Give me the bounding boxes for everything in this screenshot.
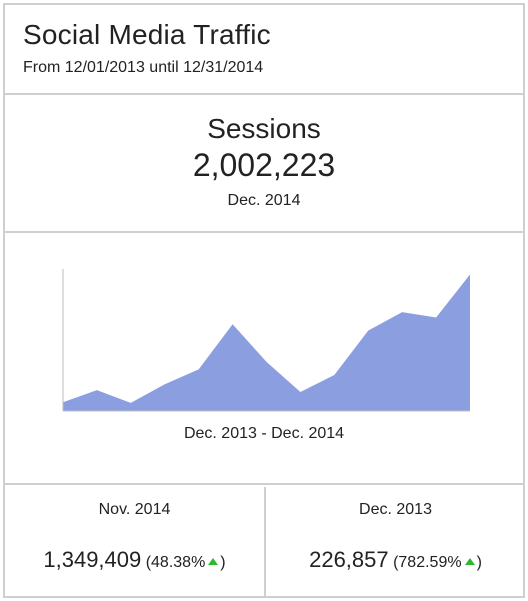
comparison-change: (782.59% <box>393 554 462 571</box>
trend-up-icon <box>464 558 475 566</box>
trend-chart <box>62 269 470 412</box>
sessions-period: Dec. 2014 <box>227 192 301 209</box>
chart-caption: Dec. 2013 - Dec. 2014 <box>183 425 345 442</box>
comparison-value: 226,857 <box>309 547 389 572</box>
widget-title: Social Media Traffic <box>23 19 271 50</box>
trend-chart-panel: Dec. 2013 - Dec. 2014 <box>5 235 523 485</box>
widget-header: Social Media Traffic From 12/01/2013 unt… <box>5 5 523 95</box>
sessions-value: 2,002,223 <box>192 147 336 183</box>
date-range: From 12/01/2013 until 12/31/2014 <box>23 59 264 76</box>
comparison-label: Nov. 2014 <box>98 501 171 518</box>
comparison-previous-month: Nov. 2014 1,349,409 (48.38%) <box>5 487 266 598</box>
sessions-label: Sessions <box>207 113 321 144</box>
trend-up-icon <box>208 558 219 566</box>
comparison-change-close: ) <box>476 554 482 571</box>
sessions-summary: Sessions 2,002,223 Dec. 2014 <box>5 97 523 233</box>
comparison-row: 1,349,409 (48.38%) <box>5 547 264 573</box>
traffic-area-series <box>63 274 470 411</box>
comparison-label: Dec. 2013 <box>359 501 432 518</box>
social-traffic-widget: Social Media Traffic From 12/01/2013 unt… <box>3 3 525 598</box>
comparison-value: 1,349,409 <box>43 547 142 572</box>
comparison-change: (48.38% <box>145 554 206 571</box>
comparison-row: 226,857 (782.59%) <box>268 547 523 573</box>
comparison-previous-year: Dec. 2013 226,857 (782.59%) <box>268 487 523 598</box>
comparison-change-close: ) <box>220 554 226 571</box>
